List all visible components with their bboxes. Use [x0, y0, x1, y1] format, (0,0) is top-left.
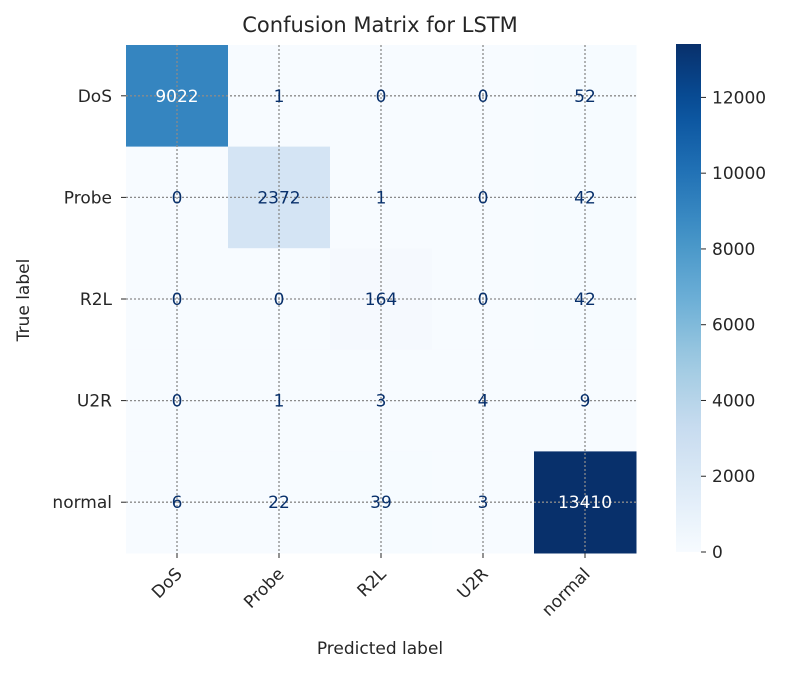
cell-value-label: 6 — [172, 493, 183, 513]
x-tick-labels: DoS Probe R2L U2R normal — [148, 553, 595, 621]
cell-value-label: 0 — [172, 188, 183, 208]
x-tick-label: R2L — [354, 564, 391, 601]
y-tick-labels: DoS Probe R2L U2R normal — [52, 87, 126, 513]
cell-value-label: 52 — [574, 87, 596, 107]
colorbar-tick-label: 2000 — [712, 467, 755, 487]
cell-value-label: 1 — [274, 392, 285, 412]
colorbar-tick-label: 6000 — [712, 316, 755, 336]
cell-value-label: 0 — [478, 290, 489, 310]
x-axis-label: Predicted label — [317, 639, 443, 659]
cell-value-label: 1 — [376, 188, 387, 208]
x-tick-label: Probe — [240, 564, 288, 612]
cell-value-label: 0 — [478, 87, 489, 107]
cell-value-label: 3 — [478, 493, 489, 513]
colorbar-tick-label: 0 — [712, 543, 723, 563]
y-tick-label: DoS — [78, 87, 112, 107]
y-tick-label: R2L — [80, 290, 113, 310]
y-tick-label: normal — [52, 493, 112, 513]
colorbar-tick-label: 4000 — [712, 391, 755, 411]
y-tick-label: U2R — [77, 392, 112, 412]
cell-value-label: 2372 — [257, 188, 300, 208]
x-tick-label: U2R — [454, 564, 493, 603]
cell-value-label: 1 — [274, 87, 285, 107]
gridlines — [126, 45, 636, 553]
cell-value-label: 0 — [172, 392, 183, 412]
colorbar-tick-label: 12000 — [712, 88, 766, 108]
cell-value-label: 0 — [376, 87, 387, 107]
cell-value-label: 164 — [365, 290, 397, 310]
cell-value-label: 42 — [574, 188, 596, 208]
cell-value-label: 0 — [478, 188, 489, 208]
cell-value-label: 13410 — [558, 493, 612, 513]
x-tick-label: normal — [538, 564, 594, 620]
y-tick-label: Probe — [64, 188, 112, 208]
cell-value-label: 22 — [268, 493, 290, 513]
y-axis-label: True label — [14, 259, 34, 343]
cell-value-label: 39 — [370, 493, 392, 513]
cell-value-label: 9 — [580, 392, 591, 412]
colorbar-tick-label: 10000 — [712, 164, 766, 184]
cell-value-label: 0 — [172, 290, 183, 310]
colorbar-gradient — [676, 44, 701, 552]
cell-value-label: 3 — [376, 392, 387, 412]
cell-value-label: 4 — [478, 392, 489, 412]
cell-value-label: 9022 — [155, 87, 198, 107]
colorbar-tick-label: 8000 — [712, 240, 755, 260]
cell-value-label: 0 — [274, 290, 285, 310]
colorbar: 0 2000 4000 6000 8000 10000 12000 — [676, 44, 766, 563]
cell-value-label: 42 — [574, 290, 596, 310]
x-tick-label: DoS — [148, 564, 186, 602]
cell-labels: 9022 1 0 0 52 0 2372 1 0 42 0 0 164 0 42 0 1 3 4 9 6 22 39 3 134… — [155, 87, 612, 513]
chart-title: Confusion Matrix for LSTM — [242, 13, 517, 37]
